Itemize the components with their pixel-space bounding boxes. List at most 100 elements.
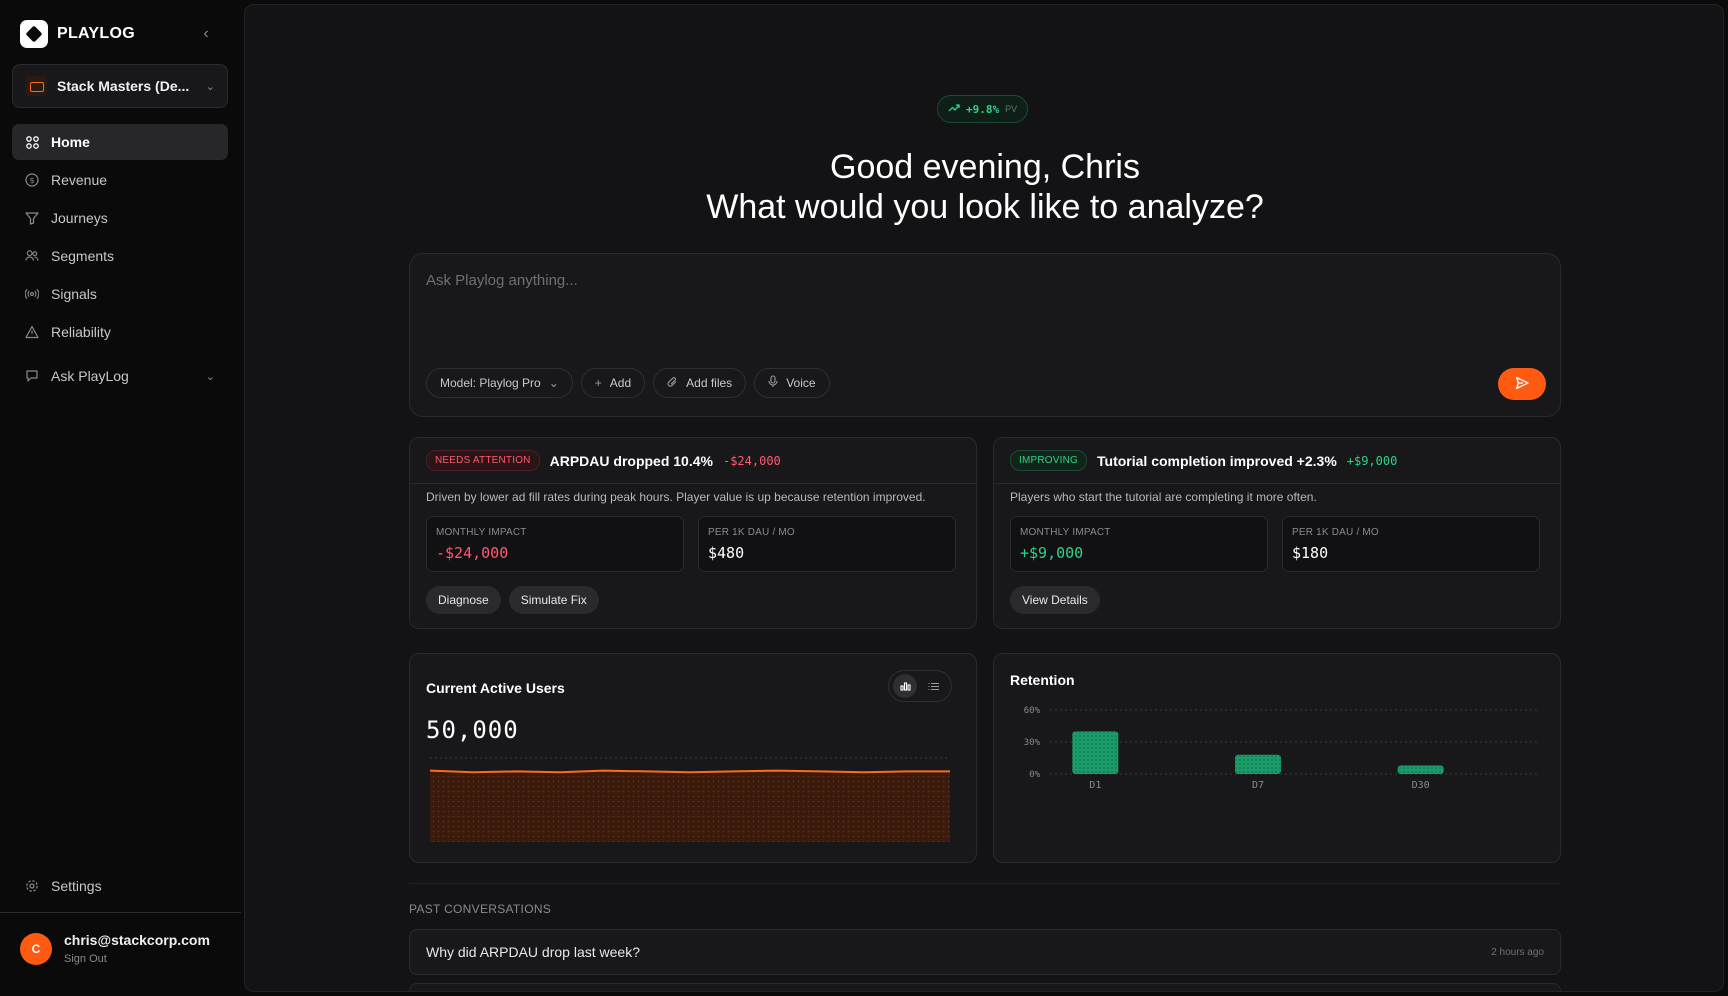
nav-item-segments[interactable]: Segments [12,238,228,274]
composer-toolbar: Model: Playlog Pro ⌄ + Add Add files Voi… [426,368,830,398]
status-badge: NEEDS ATTENTION [426,450,540,471]
retention-chart: 60% 30% 0% D1 D7 D30 [1024,706,1538,791]
nav-label: Revenue [51,172,108,188]
chevron-down-icon[interactable]: ⌄ [205,370,215,383]
metric-label: MONTHLY IMPACT [436,527,527,538]
send-button[interactable] [1498,368,1546,400]
add-button[interactable]: + Add [580,368,646,398]
nav-item-home[interactable]: Home [12,124,228,160]
users-icon [25,249,39,263]
nav-item-ask-playlog[interactable]: Ask PlayLog ⌄ [12,358,228,394]
nav-item-reliability[interactable]: Reliability [12,314,228,350]
brand[interactable]: PLAYLOG [20,20,135,48]
user-email: chris@stackcorp.com [64,932,210,948]
workspace-selector[interactable]: Stack Masters (De... ⌄ [12,64,228,108]
gear-icon [25,879,39,893]
nav-item-journeys[interactable]: Journeys [12,200,228,236]
bar-chart-view-icon[interactable] [893,674,917,698]
metric-value: -$24,000 [436,544,509,562]
grid-icon [25,135,39,149]
chevron-down-icon: ⌄ [205,80,215,93]
nav-item-settings[interactable]: Settings [12,868,228,904]
divider [410,483,976,484]
insight-delta: +$9,000 [1346,453,1398,468]
ask-composer: Model: Playlog Pro ⌄ + Add Add files Voi… [409,253,1561,417]
metric-label: PER 1K DAU / MO [1292,527,1379,538]
metric-monthly-impact: MONTHLY IMPACT -$24,000 [426,516,684,572]
trend-up-icon [948,103,960,116]
nav-item-revenue[interactable]: $ Revenue [12,162,228,198]
retention-bar [1235,754,1281,774]
status-badge: IMPROVING [1010,450,1088,471]
active-users-title: Current Active Users [426,680,565,696]
view-toggle [888,670,952,702]
add-files-button[interactable]: Add files [653,368,747,398]
paperclip-icon [667,376,678,391]
metric-value: $480 [708,544,745,562]
insight-actions: Diagnose Simulate Fix [426,586,599,614]
active-users-chart [429,757,950,842]
avatar[interactable]: C [20,932,52,965]
active-users-card: Current Active Users 50,000 [409,653,977,863]
retention-bar [1397,765,1444,774]
y-tick-label: 0% [1029,770,1040,780]
x-tick-label: D1 [1089,780,1101,791]
voice-label: Voice [786,376,816,390]
ask-input[interactable] [426,272,1526,289]
nav-label: Segments [51,248,115,264]
playlog-logo-icon [20,20,48,48]
sidebar: PLAYLOG ‹ Stack Masters (De... ⌄ Home $ … [0,0,241,996]
warning-icon [25,325,39,339]
metric-per-1k-dau: PER 1K DAU / MO $480 [698,516,956,572]
metric-value: $180 [1292,544,1329,562]
insight-title: ARPDAU dropped 10.4% [549,452,713,469]
folder-icon [25,76,47,96]
user-profile: C chris@stackcorp.com Sign Out [20,932,210,965]
insight-delta: -$24,000 [722,453,781,468]
nav-label: Settings [51,878,102,894]
chat-icon [25,369,39,383]
voice-button[interactable]: Voice [754,368,830,398]
broadcast-icon [25,287,39,301]
workspace-name: Stack Masters (De... [57,78,190,94]
metric-label: MONTHLY IMPACT [1020,527,1111,538]
x-tick-label: D7 [1252,780,1264,791]
retention-title: Retention [1010,672,1075,688]
list-view-icon[interactable] [921,674,945,698]
view-details-button[interactable]: View Details [1010,586,1100,614]
nav-label: Home [51,134,90,150]
microphone-icon [768,375,778,391]
nav-label: Ask PlayLog [51,368,129,384]
insight-actions: View Details [1010,586,1100,614]
sidebar-divider [0,912,241,913]
y-tick-label: 30% [1024,738,1041,748]
send-icon [1515,376,1529,393]
conversation-item[interactable] [409,983,1561,991]
metric-value: +$9,000 [1020,544,1084,562]
insight-header: IMPROVING Tutorial completion improved +… [1010,450,1397,471]
nav-label: Reliability [51,324,111,340]
sign-out-link[interactable]: Sign Out [64,953,107,965]
brand-name: PLAYLOG [57,25,135,42]
greeting-line-1: Good evening, Chris [830,148,1140,186]
model-selector-button[interactable]: Model: Playlog Pro ⌄ [426,368,573,398]
insight-header: NEEDS ATTENTION ARPDAU dropped 10.4% -$2… [426,450,781,471]
pv-trend-badge: +9.8% PV [937,95,1029,123]
collapse-sidebar-icon[interactable]: ‹ [203,25,209,42]
conversation-question: Why did ARPDAU drop last week? [426,944,640,960]
metric-per-1k-dau: PER 1K DAU / MO $180 [1282,516,1540,572]
simulate-fix-button[interactable]: Simulate Fix [508,586,599,614]
metric-monthly-impact: MONTHLY IMPACT +$9,000 [1010,516,1268,572]
past-conversations-label: PAST CONVERSATIONS [409,902,552,916]
insight-card-arpdau: NEEDS ATTENTION ARPDAU dropped 10.4% -$2… [409,437,977,629]
svg-text:$: $ [29,176,34,185]
nav-label: Journeys [51,210,108,226]
past-divider [409,883,1561,884]
plus-icon: + [594,376,602,390]
pv-trend-label: PV [1005,104,1018,114]
diagnose-button[interactable]: Diagnose [426,586,501,614]
nav-item-signals[interactable]: Signals [12,276,228,312]
series-line [429,769,950,774]
conversation-item[interactable]: Why did ARPDAU drop last week? 2 hours a… [409,929,1561,975]
greeting-line-2: What would you look like to analyze? [706,188,1264,226]
